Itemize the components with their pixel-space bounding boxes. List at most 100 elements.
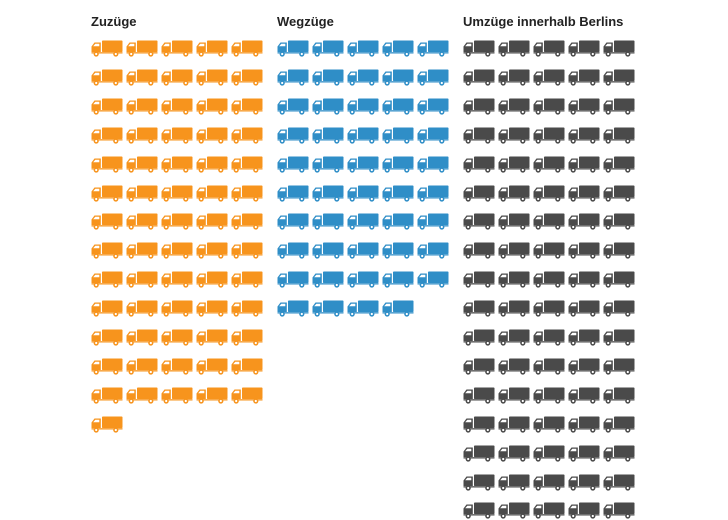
truck-icon <box>231 213 263 230</box>
truck-icon <box>533 474 565 491</box>
truck-icon <box>603 387 635 404</box>
truck-icon <box>603 40 635 57</box>
truck-icon <box>231 329 263 346</box>
truck-icon <box>161 387 193 404</box>
truck-icon <box>603 416 635 433</box>
truck-icon <box>568 69 600 86</box>
truck-icon <box>126 213 158 230</box>
truck-icon <box>498 445 530 462</box>
truck-icon <box>533 387 565 404</box>
truck-icon <box>91 271 123 288</box>
truck-icon <box>382 271 414 288</box>
series-title: Zuzüge <box>91 14 137 29</box>
truck-icon <box>498 185 530 202</box>
truck-icon <box>91 213 123 230</box>
truck-icon <box>382 185 414 202</box>
truck-icon <box>417 213 449 230</box>
truck-icon <box>463 213 495 230</box>
truck-icon <box>161 329 193 346</box>
truck-icon <box>312 300 344 317</box>
truck-icon <box>382 69 414 86</box>
truck-icon <box>498 242 530 259</box>
truck-icon <box>568 40 600 57</box>
truck-icon <box>498 98 530 115</box>
truck-icon <box>196 358 228 375</box>
truck-icon <box>312 242 344 259</box>
truck-icon <box>347 213 379 230</box>
truck-icon <box>498 358 530 375</box>
truck-icon <box>277 40 309 57</box>
truck-icon <box>231 300 263 317</box>
truck-icon <box>231 358 263 375</box>
truck-icon <box>91 127 123 144</box>
truck-icon <box>196 329 228 346</box>
truck-icon <box>312 271 344 288</box>
truck-icon <box>463 502 495 519</box>
truck-icon <box>568 127 600 144</box>
truck-icon <box>603 127 635 144</box>
truck-icon <box>91 387 123 404</box>
truck-icon <box>603 271 635 288</box>
truck-icon <box>196 40 228 57</box>
truck-icon <box>312 98 344 115</box>
truck-icon <box>231 98 263 115</box>
truck-icon <box>126 185 158 202</box>
truck-icon <box>533 502 565 519</box>
truck-icon <box>231 127 263 144</box>
truck-icon <box>417 69 449 86</box>
truck-icon <box>417 98 449 115</box>
truck-icon <box>161 242 193 259</box>
truck-icon <box>347 40 379 57</box>
truck-icon <box>498 40 530 57</box>
truck-icon <box>91 358 123 375</box>
truck-icon <box>161 300 193 317</box>
truck-icon <box>568 474 600 491</box>
truck-icon <box>533 69 565 86</box>
truck-icon <box>347 127 379 144</box>
truck-icon <box>498 213 530 230</box>
truck-icon <box>498 387 530 404</box>
truck-icon <box>498 329 530 346</box>
truck-icon <box>196 69 228 86</box>
truck-icon <box>498 474 530 491</box>
truck-icon <box>347 69 379 86</box>
truck-icon <box>347 300 379 317</box>
truck-icon <box>91 300 123 317</box>
truck-icon <box>126 358 158 375</box>
truck-icon <box>277 127 309 144</box>
series-title: Umzüge innerhalb Berlins <box>463 14 624 29</box>
truck-icon <box>126 329 158 346</box>
truck-icon <box>568 213 600 230</box>
truck-icon <box>533 300 565 317</box>
truck-icon <box>91 98 123 115</box>
truck-icon <box>161 98 193 115</box>
truck-icon <box>196 98 228 115</box>
truck-icon <box>196 156 228 173</box>
truck-icon <box>231 242 263 259</box>
truck-icon <box>568 156 600 173</box>
truck-icon <box>498 502 530 519</box>
truck-icon <box>417 40 449 57</box>
truck-icon <box>533 358 565 375</box>
truck-icon <box>126 127 158 144</box>
truck-icon <box>126 300 158 317</box>
truck-icon <box>463 474 495 491</box>
truck-icon <box>498 69 530 86</box>
truck-icon <box>161 156 193 173</box>
truck-icon <box>126 98 158 115</box>
truck-icon <box>463 185 495 202</box>
truck-icon <box>196 271 228 288</box>
series-title: Wegzüge <box>277 14 334 29</box>
truck-icon <box>463 329 495 346</box>
truck-icon <box>463 127 495 144</box>
truck-icon <box>533 127 565 144</box>
truck-icon <box>126 156 158 173</box>
truck-icon <box>463 98 495 115</box>
truck-icon <box>603 69 635 86</box>
truck-icon <box>417 271 449 288</box>
truck-icon <box>603 329 635 346</box>
truck-icon <box>568 502 600 519</box>
truck-icon <box>463 416 495 433</box>
truck-icon <box>312 40 344 57</box>
truck-icon <box>382 127 414 144</box>
